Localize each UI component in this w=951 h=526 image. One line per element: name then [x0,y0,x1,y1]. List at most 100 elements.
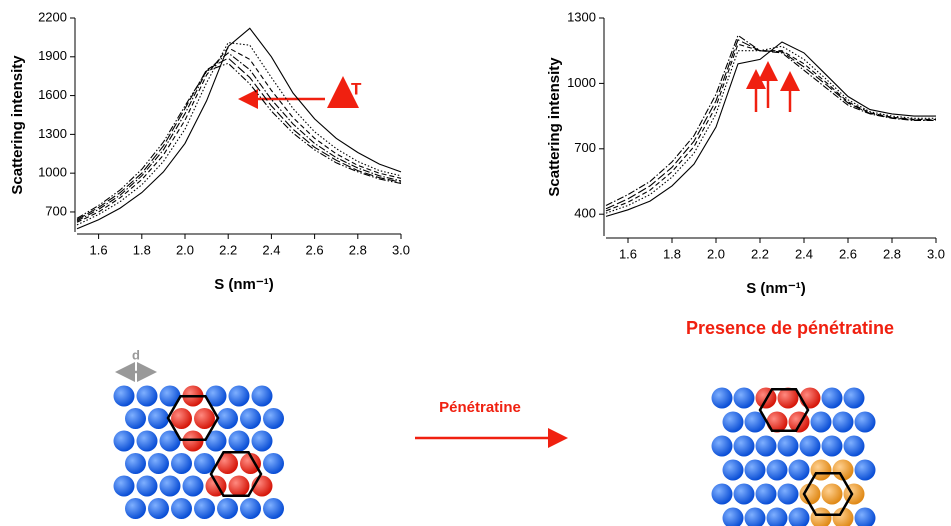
molecule [766,507,788,526]
y-tick-label: 700 [45,203,67,218]
molecule [240,408,261,429]
x-tick-label: 3.0 [392,242,410,257]
molecule [722,459,744,481]
molecule [766,411,788,433]
molecule [744,459,766,481]
molecule [159,475,181,497]
series-line [605,39,936,210]
series-line [76,46,402,223]
molecule [148,408,169,429]
molecule [217,498,238,519]
molecule [733,483,755,505]
series-line [605,43,936,212]
molecule [733,387,755,409]
molecule [263,408,284,429]
x-tick-label: 2.0 [176,242,194,257]
molecule [194,453,215,474]
molecule [263,498,284,519]
y-tick-label: 2200 [38,9,67,24]
y-tick-label: 1000 [38,165,67,180]
molecule [832,459,854,481]
y-tick-label: 400 [574,206,596,221]
molecule [843,435,865,457]
x-tick-label: 1.8 [663,246,681,261]
molecule [854,459,876,481]
x-tick-label: 2.4 [262,242,280,257]
molecule [854,507,876,526]
molecule [777,435,799,457]
diagram [113,385,876,526]
molecule [744,507,766,526]
molecule [125,453,146,474]
molecule [136,430,158,452]
series-line [76,62,402,219]
series-line [605,41,936,217]
x-tick-label: 2.8 [349,242,367,257]
molecule [240,498,261,519]
molecule [194,408,215,429]
molecule [136,385,158,407]
x-axis-title: S (nm⁻¹) [214,276,274,293]
molecule [722,411,744,433]
series-line [76,57,402,221]
x-tick-label: 3.0 [927,246,945,261]
molecule [136,475,158,497]
molecule [182,430,204,452]
molecule [777,387,799,409]
molecule [205,385,227,407]
molecule [228,430,250,452]
molecule [217,408,238,429]
series-line [76,27,402,230]
molecule [228,385,250,407]
molecule [799,387,821,409]
molecule [788,459,810,481]
x-axis-title: S (nm⁻¹) [746,280,806,297]
molecule [263,453,284,474]
y-tick-label: 1900 [38,48,67,63]
molecule [194,498,215,519]
x-tick-label: 2.2 [751,246,769,261]
y-axis-title: Scattering intensity [546,57,563,197]
molecule [240,453,261,474]
diagram-title: Presence de pénétratine [686,318,894,338]
y-tick-label: 1300 [567,9,596,24]
molecule [113,475,135,497]
molecule [821,435,843,457]
molecule [788,507,810,526]
series-line [76,52,402,222]
hexagon [166,395,220,441]
series-line [76,42,402,226]
x-tick-label: 2.0 [707,246,725,261]
molecule [832,507,854,526]
y-axis-title: Scattering intensity [9,55,26,195]
molecule [722,507,744,526]
y-tick-label: 700 [574,140,596,155]
molecule [217,453,238,474]
x-tick-label: 1.6 [619,246,637,261]
y-tick-label: 1000 [567,75,596,90]
molecule [711,483,733,505]
molecule [113,385,135,407]
x-tick-label: 2.8 [883,246,901,261]
hexagon [758,387,810,433]
molecule [777,483,799,505]
molecule [799,435,821,457]
x-tick-label: 2.4 [795,246,813,261]
molecule [251,385,273,407]
molecule [711,435,733,457]
molecule [148,453,169,474]
temperature-label: T [351,79,362,98]
spacing-label: d [132,347,140,362]
x-tick-label: 2.2 [219,242,237,257]
y-tick-label: 1600 [38,87,67,102]
molecule [755,435,777,457]
molecule [125,498,146,519]
molecule [821,387,843,409]
series-line [605,34,936,206]
arrow-label: Pénétratine [439,399,521,416]
x-tick-label: 1.6 [90,242,108,257]
molecule [205,430,227,452]
molecule [821,483,843,505]
x-tick-label: 2.6 [839,246,857,261]
